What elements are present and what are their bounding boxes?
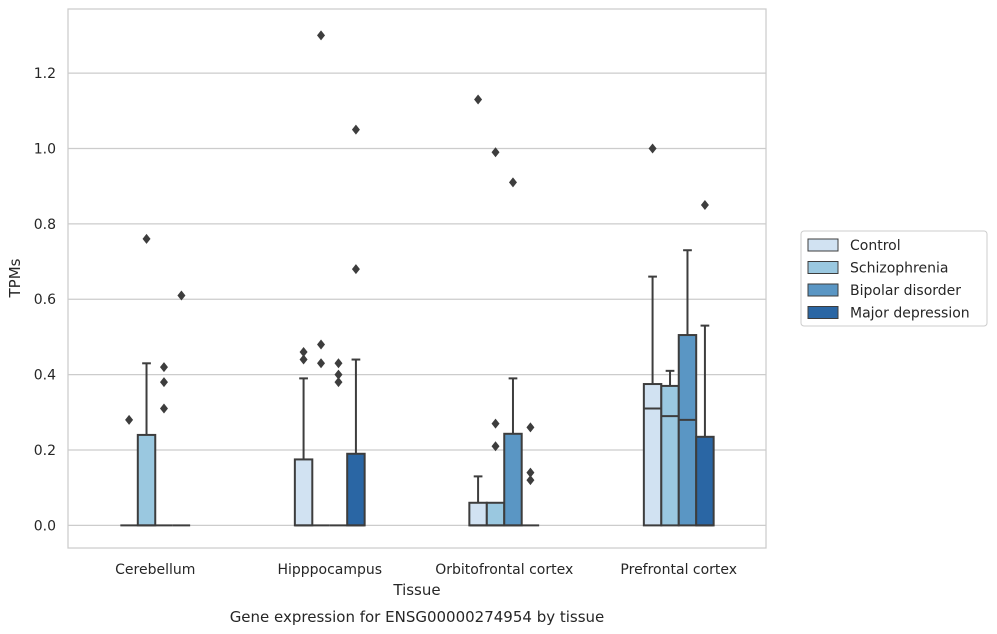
outlier-point — [491, 418, 500, 429]
outlier-point — [334, 377, 343, 388]
legend-label: Major depression — [850, 306, 970, 322]
outlier-point — [159, 403, 168, 414]
box-group — [677, 249, 698, 527]
outlier-point — [351, 124, 360, 135]
legend-swatch — [807, 261, 839, 274]
outlier-point — [177, 290, 186, 301]
outlier-point — [317, 30, 326, 41]
outlier-point — [299, 347, 308, 357]
box-group — [642, 143, 663, 527]
iqr-box — [468, 501, 488, 527]
legend-label: Control — [850, 238, 901, 254]
outlier-point — [334, 358, 343, 369]
box-group — [136, 233, 157, 527]
outlier-point — [142, 233, 151, 244]
y-tick-label: 0.8 — [34, 217, 56, 233]
box-group — [346, 124, 366, 527]
gridlines — [68, 72, 766, 527]
iqr-box — [642, 383, 663, 527]
box-group — [485, 147, 506, 527]
y-tick-label: 1.2 — [34, 66, 56, 82]
box-group — [468, 94, 488, 527]
iqr-box — [660, 384, 680, 527]
box-group — [503, 177, 523, 527]
iqr-box — [695, 435, 715, 527]
box-group — [521, 422, 540, 527]
outlier-point — [648, 143, 657, 154]
box-group — [120, 414, 138, 527]
box-group — [172, 290, 191, 527]
outlier-point — [317, 339, 326, 350]
box-group — [312, 30, 330, 527]
legend-frame — [800, 230, 988, 327]
iqr-box — [293, 458, 314, 527]
box-group — [155, 362, 173, 527]
outlier-point — [159, 377, 168, 388]
outlier-point — [491, 441, 500, 452]
legend: Control Schizophrenia Bipolar disorder Majo… — [800, 230, 988, 327]
box-groups — [120, 30, 715, 527]
box-group — [695, 200, 715, 527]
iqr-box — [677, 334, 698, 527]
outlier-point — [351, 264, 360, 275]
iqr-box — [136, 433, 157, 527]
legend-swatch — [807, 283, 839, 297]
plot-area-frame — [67, 8, 767, 549]
iqr-box — [346, 452, 366, 527]
y-tick-label: 0.2 — [34, 443, 56, 459]
x-tick-label: Hipppocampus — [277, 562, 382, 578]
y-tick-label: 1.0 — [34, 141, 56, 157]
outlier-point — [125, 414, 134, 425]
outlier-point — [491, 147, 500, 158]
box-group — [293, 347, 314, 527]
iqr-box — [485, 501, 506, 527]
outlier-point — [299, 354, 308, 365]
legend-swatch — [807, 306, 839, 319]
axis-ticks: 0.0 0.2 0.4 0.6 0.8 1.0 1.2 Cerebellum Hipppocam… — [34, 66, 737, 578]
iqr-box — [503, 432, 523, 527]
legend-swatch — [807, 238, 839, 252]
y-tick-label: 0.6 — [34, 292, 56, 308]
x-axis-label: Tissue — [392, 581, 440, 599]
legend-label: Bipolar disorder — [850, 283, 961, 299]
outlier-point — [474, 94, 483, 105]
y-tick-label: 0.0 — [34, 518, 56, 534]
x-tick-label: Orbitofrontal cortex — [435, 562, 573, 578]
x-tick-label: Prefrontal cortex — [620, 562, 737, 578]
x-tick-label: Cerebellum — [115, 562, 195, 578]
outlier-point — [526, 475, 535, 486]
outlier-point — [700, 200, 709, 210]
outlier-point — [334, 369, 343, 380]
y-axis-label: TPMs — [6, 258, 24, 298]
box-group — [329, 358, 348, 527]
box-group — [660, 369, 680, 527]
outlier-point — [317, 358, 326, 369]
y-tick-label: 0.4 — [34, 368, 56, 384]
outlier-point — [526, 467, 535, 478]
outlier-point — [526, 422, 535, 433]
legend-label: Schizophrenia — [850, 261, 948, 277]
outlier-point — [159, 362, 168, 373]
outlier-point — [508, 177, 517, 188]
figure-caption: Gene expression for ENSG00000274954 by t… — [230, 608, 605, 626]
